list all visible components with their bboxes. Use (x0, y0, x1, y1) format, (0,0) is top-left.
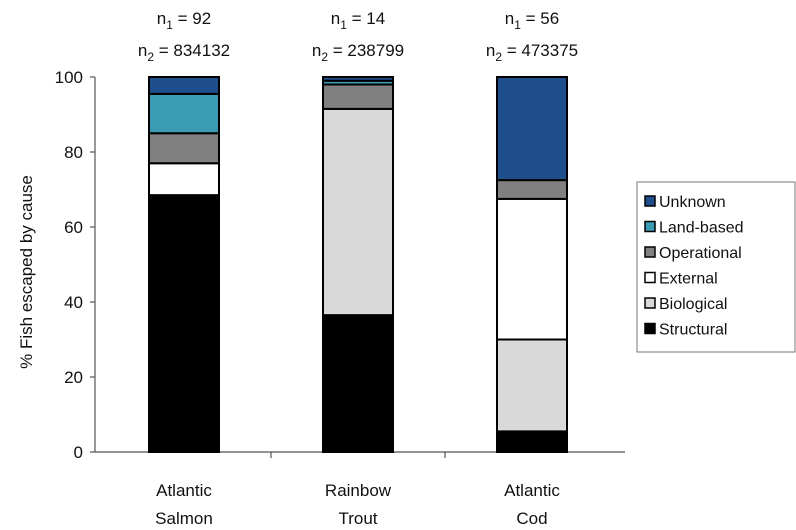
legend-label: Structural (659, 322, 727, 339)
bar-stack (496, 76, 568, 453)
y-tick-label: 80 (64, 143, 83, 162)
bar-stack (148, 76, 220, 453)
bar-segment-unknown (496, 76, 568, 182)
bar-segment-operational (148, 132, 220, 165)
legend: Unknown Land-based Operational External Biol… (636, 181, 796, 353)
n2-label: n2 = 834132 (138, 41, 230, 64)
n2-label: n2 = 473375 (486, 41, 578, 64)
legend-label: External (659, 271, 718, 288)
category-labels: Atlantic Salmon Rainbow Trout Atlantic Cod (155, 481, 560, 528)
category-label-line1: Atlantic (504, 481, 560, 500)
bar-segment-external (148, 162, 220, 197)
bar-segment-unknown (148, 76, 220, 95)
category-label-line2: Salmon (155, 509, 213, 528)
y-tick-label: 40 (64, 293, 83, 312)
n1-label: n1 = 14 (331, 9, 385, 32)
n1-label: n1 = 92 (157, 9, 211, 32)
bar-segment-structural (496, 430, 568, 453)
bar-segment-biological (322, 107, 394, 317)
category-label-line2: Cod (516, 509, 547, 528)
bar-segment-unknown (322, 76, 394, 82)
legend-swatch (644, 297, 656, 309)
legend-swatch (644, 322, 656, 335)
bar-segment-operational (322, 83, 394, 110)
category-label-line1: Rainbow (325, 481, 392, 500)
bar-segment-structural (322, 314, 394, 453)
bar-stack (322, 76, 394, 453)
legend-swatch (644, 246, 656, 258)
n1-label: n1 = 56 (505, 9, 559, 32)
y-tick-label: 60 (64, 218, 83, 237)
bar-segment-structural (148, 194, 220, 453)
bar-segment-biological (496, 338, 568, 433)
legend-swatch (644, 220, 656, 233)
category-label-line1: Atlantic (156, 481, 212, 500)
y-axis-title-group: % Fish escaped by cause (17, 175, 36, 369)
y-axis-title: % Fish escaped by cause (17, 175, 36, 369)
bars (148, 76, 568, 453)
bar-segment-operational (496, 179, 568, 200)
legend-box (636, 181, 796, 353)
legend-label: Operational (659, 245, 742, 262)
y-tick-label: 20 (64, 368, 83, 387)
legend-label: Biological (659, 296, 727, 313)
bar-segment-external (496, 197, 568, 341)
legend-label: Unknown (659, 194, 726, 211)
legend-swatch (644, 195, 656, 207)
sample-size-labels: n1 = 92 n2 = 834132 n1 = 14 n2 = 238799 n1 =… (138, 9, 578, 64)
y-tick-label: 100 (55, 68, 83, 87)
legend-label: Land-based (659, 220, 744, 237)
y-tick-label: 0 (74, 443, 83, 462)
bar-segment-land-based (148, 92, 220, 135)
n2-label: n2 = 238799 (312, 41, 404, 64)
legend-swatch (644, 271, 656, 284)
category-label-line2: Trout (338, 509, 377, 528)
